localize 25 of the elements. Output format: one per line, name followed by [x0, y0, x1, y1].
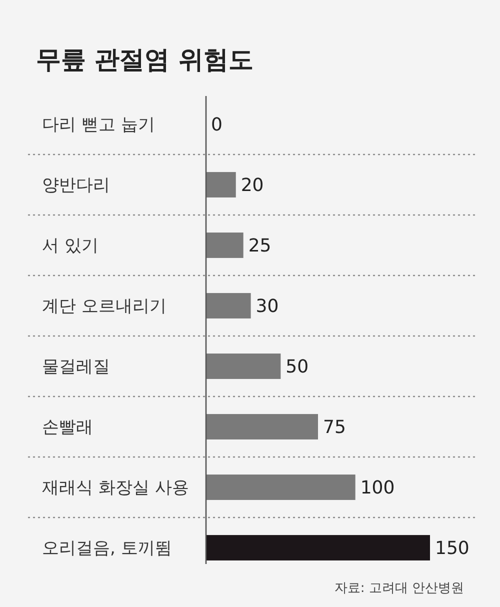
bar — [206, 232, 244, 258]
y-tick-label: 다리 뻗고 눕기 — [42, 115, 155, 136]
chart-title: 무릎 관절염 위험도 — [36, 45, 254, 74]
y-tick-label: 오리걸음, 토끼뜀 — [42, 538, 172, 559]
data-label: 30 — [256, 296, 279, 318]
data-label: 0 — [211, 114, 222, 136]
y-tick-label: 양반다리 — [42, 176, 110, 196]
y-tick-label: 손빨래 — [42, 418, 93, 438]
bar — [206, 474, 356, 500]
bar — [206, 535, 430, 560]
y-tick-label: 서 있기 — [42, 236, 98, 256]
bar — [206, 172, 236, 198]
y-tick-label: 계단 오르내리기 — [42, 296, 166, 317]
data-label: 150 — [435, 538, 470, 560]
bar — [206, 293, 251, 318]
data-label: 100 — [360, 478, 395, 499]
bar — [206, 414, 318, 440]
data-label: 50 — [286, 356, 309, 378]
y-tick-label: 물걸레질 — [42, 357, 110, 378]
data-label: 75 — [323, 417, 346, 438]
bar — [206, 354, 281, 379]
data-label: 25 — [248, 236, 272, 257]
data-label: 20 — [240, 175, 264, 196]
y-tick-label: 재래식 화장실 사용 — [42, 478, 189, 498]
text: 자료: 고려대 안산병원 — [334, 581, 464, 596]
